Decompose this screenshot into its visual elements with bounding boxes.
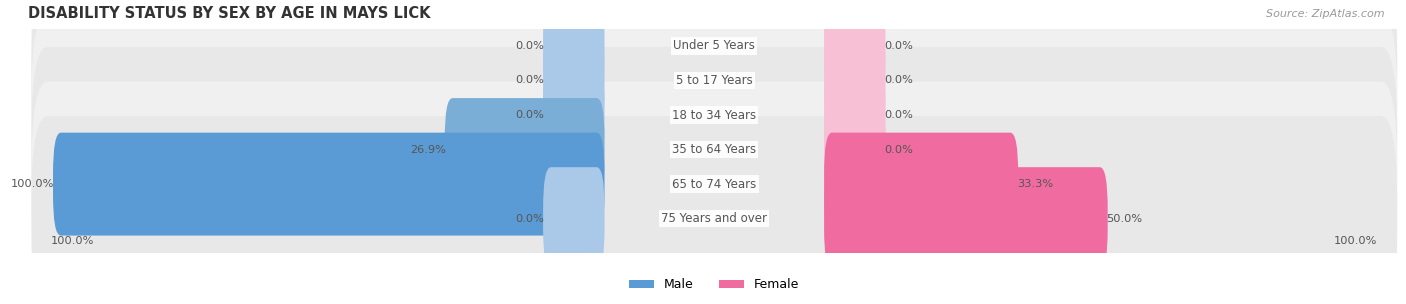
FancyBboxPatch shape <box>824 64 886 167</box>
FancyBboxPatch shape <box>53 133 605 236</box>
Text: 5 to 17 Years: 5 to 17 Years <box>676 74 752 87</box>
FancyBboxPatch shape <box>824 29 886 132</box>
Text: 0.0%: 0.0% <box>516 41 544 51</box>
Text: DISABILITY STATUS BY SEX BY AGE IN MAYS LICK: DISABILITY STATUS BY SEX BY AGE IN MAYS … <box>28 5 430 21</box>
Text: 0.0%: 0.0% <box>516 75 544 85</box>
FancyBboxPatch shape <box>824 167 1108 270</box>
FancyBboxPatch shape <box>31 81 1398 287</box>
FancyBboxPatch shape <box>31 0 1398 149</box>
Text: 0.0%: 0.0% <box>516 110 544 120</box>
Text: 100.0%: 100.0% <box>11 179 55 189</box>
FancyBboxPatch shape <box>31 47 1398 252</box>
FancyBboxPatch shape <box>543 167 605 270</box>
FancyBboxPatch shape <box>543 0 605 97</box>
FancyBboxPatch shape <box>824 0 886 97</box>
FancyBboxPatch shape <box>31 0 1398 183</box>
FancyBboxPatch shape <box>543 64 605 167</box>
FancyBboxPatch shape <box>824 98 886 201</box>
FancyBboxPatch shape <box>824 133 1018 236</box>
Legend: Male, Female: Male, Female <box>624 273 804 296</box>
Text: Under 5 Years: Under 5 Years <box>673 40 755 52</box>
Text: 65 to 74 Years: 65 to 74 Years <box>672 178 756 191</box>
FancyBboxPatch shape <box>31 116 1398 304</box>
Text: 100.0%: 100.0% <box>51 236 94 246</box>
Text: Source: ZipAtlas.com: Source: ZipAtlas.com <box>1267 9 1385 19</box>
Text: 100.0%: 100.0% <box>1334 236 1378 246</box>
FancyBboxPatch shape <box>444 98 605 201</box>
Text: 0.0%: 0.0% <box>516 214 544 224</box>
Text: 50.0%: 50.0% <box>1107 214 1143 224</box>
FancyBboxPatch shape <box>543 29 605 132</box>
Text: 33.3%: 33.3% <box>1017 179 1053 189</box>
Text: 0.0%: 0.0% <box>884 75 912 85</box>
Text: 18 to 34 Years: 18 to 34 Years <box>672 109 756 122</box>
Text: 26.9%: 26.9% <box>411 145 446 154</box>
Text: 0.0%: 0.0% <box>884 110 912 120</box>
FancyBboxPatch shape <box>31 12 1398 218</box>
Text: 0.0%: 0.0% <box>884 145 912 154</box>
Text: 75 Years and over: 75 Years and over <box>661 212 768 225</box>
Text: 35 to 64 Years: 35 to 64 Years <box>672 143 756 156</box>
Text: 0.0%: 0.0% <box>884 41 912 51</box>
